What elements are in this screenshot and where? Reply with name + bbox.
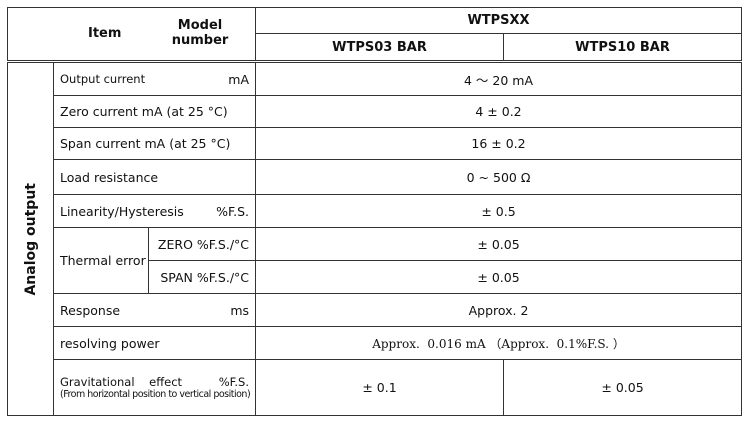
- group: Linearity/Hysteresis %F.S.: [60, 204, 249, 219]
- sub-label: SPAN %F.S./°C: [147, 260, 257, 294]
- value: Approx. 0.016 mA （Approx. 0.1%F.S. ）: [255, 326, 743, 360]
- model: WTPS10 BAR: [503, 33, 743, 63]
- value: ± 0.05: [503, 359, 743, 416]
- group: Gravitational effect %F.S.: [60, 375, 249, 389]
- unit: mA: [228, 71, 250, 87]
- item-header: Item Model number: [6, 7, 257, 63]
- label: Span current mA (at 25 °C): [52, 127, 257, 160]
- cell: Output current mA: [52, 61, 257, 96]
- label: Output current: [60, 71, 146, 86]
- label: resolving power: [52, 326, 257, 360]
- cell: Gravitational effect %F.S. (From horizont…: [52, 359, 257, 416]
- cell: Linearity/Hysteresis %F.S.: [52, 194, 257, 228]
- spec-table: Item Model number WTPSXX WTPS03 BAR WTPS…: [6, 7, 743, 416]
- sub-label: ZERO %F.S./°C: [147, 227, 257, 261]
- value: Approx. 2: [255, 293, 743, 327]
- label: Load resistance: [52, 159, 257, 195]
- cell: Response ms: [52, 293, 257, 327]
- value: ± 0.5: [255, 194, 743, 228]
- label: Response: [60, 302, 121, 318]
- value: 4 ± 0.2: [255, 95, 743, 128]
- label: Zero current mA (at 25 °C): [52, 95, 257, 128]
- value: 16 ± 0.2: [255, 127, 743, 160]
- unit: %F.S.: [216, 203, 250, 219]
- group: Response ms: [60, 303, 249, 318]
- side-cell: Analog output: [7, 61, 54, 416]
- side-label: Analog output: [22, 182, 39, 296]
- model-number: Model number: [171, 18, 229, 48]
- unit: ms: [230, 302, 250, 318]
- note: (From horizontal position to vertical po…: [60, 389, 251, 400]
- label: Thermal error: [53, 227, 149, 294]
- value: ± 0.05: [255, 260, 743, 294]
- value: ± 0.1: [255, 359, 505, 416]
- value: ± 0.05: [255, 227, 743, 261]
- group: Output current mA: [60, 72, 249, 87]
- label: Linearity/Hysteresis: [60, 203, 184, 219]
- value: 4 ～ 20 mA: [255, 61, 743, 96]
- value: 0 ~ 500 Ω: [255, 159, 743, 195]
- unit: %F.S.: [218, 375, 250, 389]
- item: Item: [88, 26, 122, 41]
- label: Gravitational effect: [60, 375, 183, 389]
- model: WTPS03 BAR: [255, 33, 505, 63]
- series: WTPSXX: [255, 7, 743, 34]
